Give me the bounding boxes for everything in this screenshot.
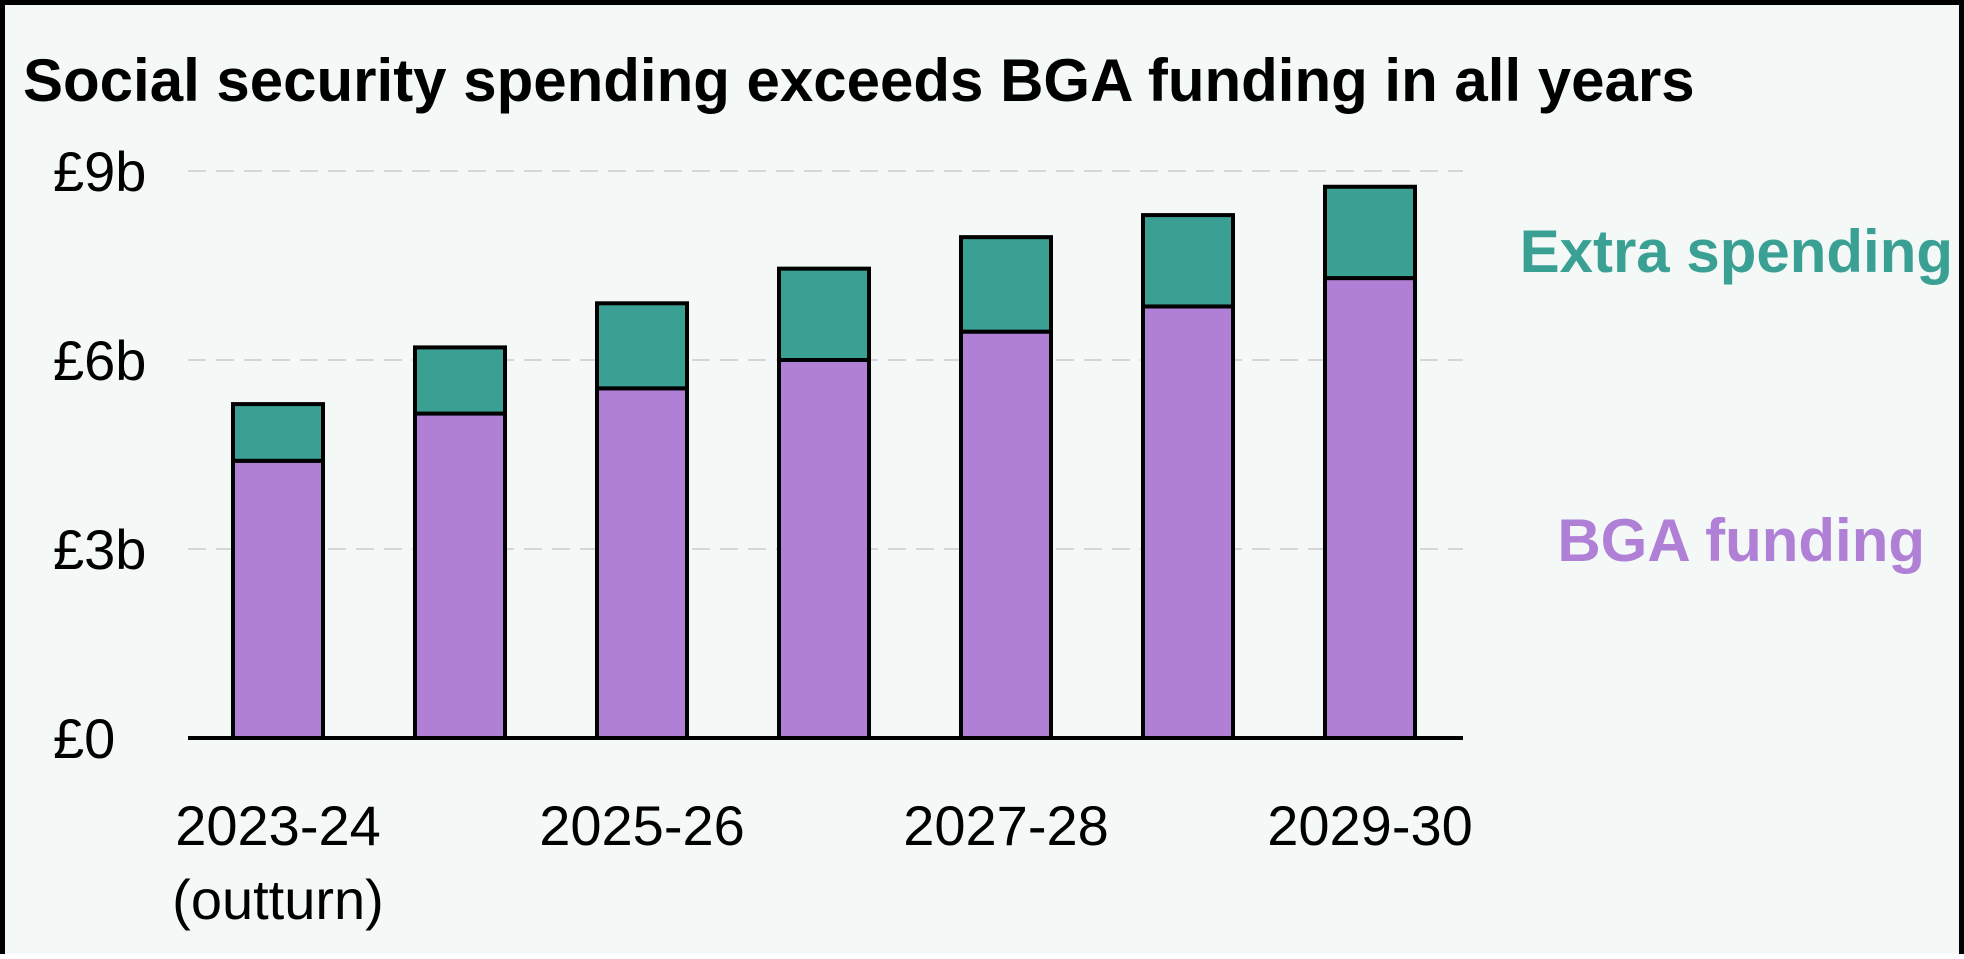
- y-tick-label: £0: [53, 707, 115, 770]
- bar-segment-extra-spending: [231, 402, 325, 463]
- bar-segment-extra-spending: [777, 266, 871, 362]
- y-tick-label: £9b: [53, 140, 146, 203]
- bar-segment-extra-spending: [595, 301, 689, 391]
- chart-title: Social security spending exceeds BGA fun…: [23, 47, 1695, 114]
- legend-label-bga-funding: BGA funding: [1557, 507, 1925, 574]
- bar-segment-extra-spending: [959, 235, 1053, 334]
- x-tick-label: 2025-26: [539, 794, 745, 857]
- x-tick-label: 2023-24: [175, 794, 381, 857]
- legend: Extra spending BGA funding: [1520, 218, 1953, 574]
- bars: [231, 184, 1417, 740]
- y-tick-label: £6b: [53, 329, 146, 392]
- bar-segment-extra-spending: [1141, 213, 1235, 309]
- x-tick-label: (outturn): [172, 868, 384, 931]
- bar-segment-bga-funding: [1323, 276, 1417, 740]
- bar-segment-extra-spending: [1323, 184, 1417, 281]
- x-tick-label: 2027-28: [903, 794, 1109, 857]
- bar-segment-bga-funding: [1141, 304, 1235, 740]
- gridlines: [188, 170, 1463, 550]
- bar-segment-bga-funding: [595, 386, 689, 740]
- x-axis-tick-labels: 2023-24 (outturn) 2025-26 2027-28 2029-30: [172, 794, 1473, 931]
- bar-segment-bga-funding: [959, 329, 1053, 740]
- y-tick-label: £3b: [53, 518, 146, 581]
- y-axis-tick-labels: £0 £3b £6b £9b: [53, 140, 146, 770]
- x-tick-label: 2029-30: [1267, 794, 1473, 857]
- legend-label-extra-spending: Extra spending: [1520, 218, 1953, 285]
- stacked-bar-chart: Social security spending exceeds BGA fun…: [23, 47, 1953, 931]
- bar-segment-bga-funding: [777, 358, 871, 740]
- bar-segment-bga-funding: [231, 458, 325, 740]
- bar-segment-extra-spending: [413, 345, 507, 416]
- bar-segment-bga-funding: [413, 411, 507, 740]
